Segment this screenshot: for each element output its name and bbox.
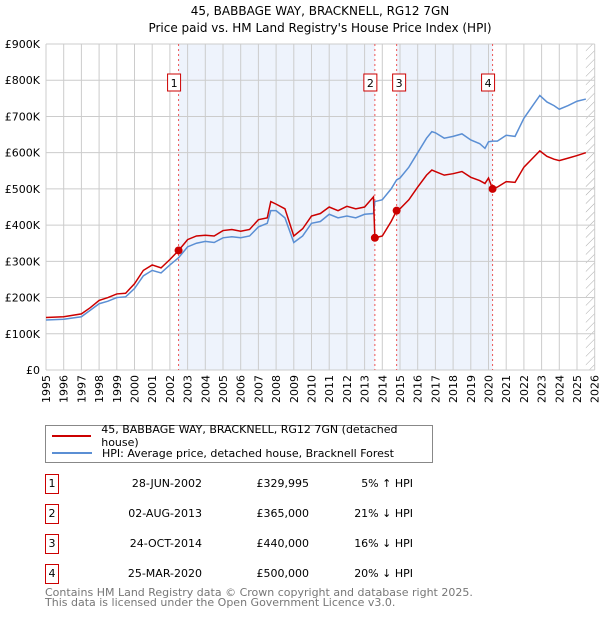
x-tick-label: 1997 <box>75 375 88 403</box>
hpi-line <box>45 94 587 321</box>
sale-date: 02-AUG-2013 <box>128 507 202 520</box>
x-tick-label: 2011 <box>323 375 336 403</box>
x-tick-label: 2002 <box>164 375 177 403</box>
footer: Contains HM Land Registry data © Crown c… <box>45 586 473 609</box>
x-tick-label: 1999 <box>111 375 124 403</box>
sale-date: 25-MAR-2020 <box>127 567 202 580</box>
y-tick-label: £300K <box>5 255 41 268</box>
x-tick-label: 2022 <box>518 375 531 403</box>
y-tick-label: £400K <box>5 219 41 232</box>
forecast-hatch <box>585 44 595 371</box>
x-tick-label: 2026 <box>589 375 600 403</box>
sale-point <box>370 233 379 242</box>
chart-subtitle: Price paid vs. HM Land Registry's House … <box>148 21 491 35</box>
x-tick-label: 2005 <box>217 375 230 403</box>
sale-date: 24-OCT-2014 <box>129 537 202 550</box>
sale-label: 4 <box>485 77 492 90</box>
footer-line: Contains HM Land Registry data © Crown c… <box>45 586 473 599</box>
sale-row: 3 24-OCT-2014 £440,000 16% ↓ HPI <box>45 534 445 554</box>
sale-label: 3 <box>396 77 403 90</box>
x-tick-label: 2019 <box>465 375 478 403</box>
y-tick-label: £800K <box>5 74 41 87</box>
chart-title: 45, BABBAGE WAY, BRACKNELL, RG12 7GN <box>191 4 449 18</box>
shaded-period <box>396 44 493 371</box>
y-tick-label: £700K <box>5 110 41 123</box>
y-tick-label: £200K <box>5 292 41 305</box>
footer-line: This data is licensed under the Open Gov… <box>45 596 396 609</box>
x-tick-label: 2018 <box>447 375 460 403</box>
x-tick-label: 2004 <box>199 375 212 403</box>
legend-swatch <box>52 452 92 454</box>
y-tick-label: £600K <box>5 147 41 160</box>
sale-number: 4 <box>45 564 59 584</box>
sale-row: 1 28-JUN-2002 £329,995 5% ↑ HPI <box>45 474 445 494</box>
property-line <box>45 149 587 319</box>
x-tick-label: 2016 <box>412 375 425 403</box>
sale-price: £500,000 <box>256 567 310 580</box>
sale-date: 28-JUN-2002 <box>131 477 202 490</box>
price-chart: 45, BABBAGE WAY, BRACKNELL, RG12 7GN Pri… <box>5 4 600 403</box>
sale-row: 2 02-AUG-2013 £365,000 21% ↓ HPI <box>45 504 445 524</box>
x-tick-label: 2020 <box>483 375 496 403</box>
x-tick-label: 2001 <box>146 375 159 403</box>
legend-swatch <box>52 435 92 437</box>
x-tick-label: 2021 <box>500 375 513 403</box>
x-tick-label: 2024 <box>553 375 566 403</box>
x-tick-label: 2006 <box>235 375 248 403</box>
sale-hpi-diff: 5% ↑ HPI <box>361 477 413 490</box>
sale-price: £440,000 <box>256 537 310 550</box>
sale-hpi-diff: 21% ↓ HPI <box>354 507 413 520</box>
x-tick-label: 2013 <box>359 375 372 403</box>
sale-row: 4 25-MAR-2020 £500,000 20% ↓ HPI <box>45 564 445 584</box>
sale-number: 1 <box>45 474 59 494</box>
sale-label-box <box>167 73 182 92</box>
sale-point <box>392 206 401 215</box>
x-tick-label: 2025 <box>571 375 584 403</box>
x-tick-label: 2000 <box>129 375 142 403</box>
sale-hpi-diff: 16% ↓ HPI <box>354 537 413 550</box>
legend-label: HPI: Average price, detached house, Brac… <box>102 446 394 460</box>
y-tick-label: £100K <box>5 328 41 341</box>
sale-label-box <box>481 73 496 92</box>
sale-price: £365,000 <box>256 507 310 520</box>
y-tick-label: £900K <box>5 38 41 51</box>
sale-label: 2 <box>367 77 374 90</box>
sale-point <box>488 184 497 193</box>
x-tick-label: 2010 <box>306 375 319 403</box>
sale-number: 2 <box>45 504 59 524</box>
sale-price: £329,995 <box>256 477 310 490</box>
x-tick-label: 2014 <box>376 375 389 403</box>
x-tick-label: 1998 <box>93 375 106 403</box>
sale-label-box <box>392 73 407 92</box>
x-tick-label: 2007 <box>252 375 265 403</box>
y-tick-label: £0 <box>26 364 40 377</box>
x-tick-label: 2009 <box>288 375 301 403</box>
x-tick-label: 2017 <box>429 375 442 403</box>
x-tick-label: 1995 <box>40 375 53 403</box>
sale-point <box>174 246 183 255</box>
x-tick-label: 2012 <box>341 375 354 403</box>
shaded-period <box>178 44 375 371</box>
sale-hpi-diff: 20% ↓ HPI <box>354 567 413 580</box>
sale-number: 3 <box>45 534 59 554</box>
sale-label-box <box>363 73 378 92</box>
legend-item-hpi: HPI: Average price, detached house, Brac… <box>52 445 394 461</box>
legend-label: 45, BABBAGE WAY, BRACKNELL, RG12 7GN (de… <box>101 423 398 449</box>
x-tick-label: 2003 <box>182 375 195 403</box>
legend-item-property: 45, BABBAGE WAY, BRACKNELL, RG12 7GN (de… <box>52 423 432 449</box>
x-tick-label: 2015 <box>394 375 407 403</box>
y-tick-label: £500K <box>5 183 41 196</box>
legend: 45, BABBAGE WAY, BRACKNELL, RG12 7GN (de… <box>45 423 433 463</box>
x-tick-label: 1996 <box>58 375 71 403</box>
sale-label: 1 <box>171 77 178 90</box>
x-tick-label: 2023 <box>536 375 549 403</box>
x-tick-label: 2008 <box>270 375 283 403</box>
